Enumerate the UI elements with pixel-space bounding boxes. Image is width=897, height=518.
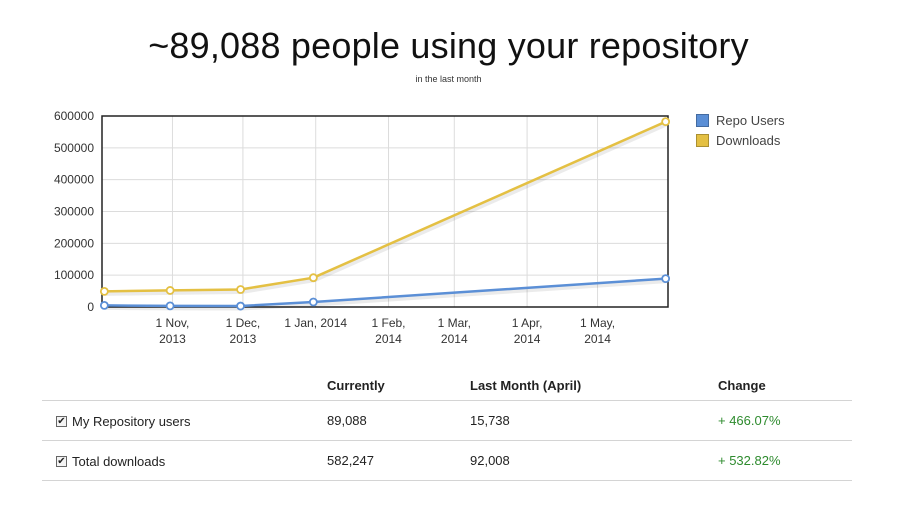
legend-label-downloads: Downloads [716,132,781,148]
x-tick-label: 1 Mar, 2014 [438,316,471,346]
y-tick-label: 100000 [54,268,94,282]
stats-table: Currently Last Month (April) Change ✔ My… [42,370,852,481]
stats-row-label: My Repository users [72,414,191,430]
y-tick-label: 600000 [54,109,94,123]
downloads-checkbox[interactable]: ✔ [56,455,67,468]
data-point-repo-users [165,301,175,311]
legend-item-downloads[interactable]: Downloads [696,130,785,150]
data-point-repo-users [236,301,245,311]
data-point-repo-users [308,297,318,307]
x-tick-label: 1 Apr, 2014 [512,316,543,346]
repo-users-checkbox[interactable]: ✔ [56,415,67,428]
y-tick-label: 300000 [54,205,94,219]
legend-swatch-downloads [696,133,709,147]
plot-frame [101,115,669,308]
y-tick-label: 0 [87,300,94,314]
data-point-downloads [165,286,175,295]
series-line-downloads [104,120,667,293]
stats-row-label-wrapper: ✔ Total downloads [42,454,165,469]
stats-change-value: + 466.07% [718,400,852,441]
data-point-repo-users [661,274,671,284]
y-tick-label: 500000 [54,141,94,155]
legend-label-repo-users: Repo Users [716,112,785,128]
data-point-downloads [308,273,318,283]
y-tick-label: 400000 [54,173,94,187]
stats-row-label-cell: ✔ My Repository users [42,400,327,441]
x-tick-label: 1 Dec, 2013 [226,316,261,346]
page-subtitle: in the last month [415,74,482,84]
series-shadow-downloads [105,121,668,296]
stats-row-label-wrapper: ✔ My Repository users [42,414,190,429]
legend-swatch-repo-users [696,113,709,127]
stats-header-last-month: Last Month (April) [470,370,718,401]
page-title: ~89,088 people using your repository [148,25,749,66]
stats-change-value: + 532.82% [718,440,852,481]
legend-item-repo-users[interactable]: Repo Users [696,110,785,130]
y-tick-label: 200000 [54,236,94,250]
stats-header-change: Change [718,370,852,401]
data-point-downloads [99,287,109,296]
stats-last-month-value: 15,738 [470,400,718,441]
stats-header-currently: Currently [327,370,470,401]
stats-row-label-cell: ✔ Total downloads [42,440,327,481]
x-tick-label: 1 Jan, 2014 [284,316,347,330]
x-tick-label: 1 May, 2014 [580,316,615,346]
chart-legend: Repo Users Downloads [696,110,785,150]
stats-row-label: Total downloads [72,454,166,470]
table-row: ✔ Total downloads 582,247 92,008 + 532.8… [42,440,852,481]
data-point-downloads [236,285,245,294]
x-tick-label: 1 Feb, 2014 [372,316,406,346]
stats-header-label [42,370,327,401]
line-chart: 0 100000 200000 300000 400000 500000 600000 1 N… [54,109,671,346]
stats-current-value: 89,088 [327,400,470,441]
data-point-downloads [661,117,671,127]
stats-header-row: Currently Last Month (April) Change [42,370,852,401]
x-tick-label: 1 Nov, 2013 [156,316,190,346]
stats-last-month-value: 92,008 [470,440,718,481]
stats-current-value: 582,247 [327,440,470,481]
table-row: ✔ My Repository users 89,088 15,738 + 46… [42,400,852,441]
data-point-repo-users [99,301,109,310]
